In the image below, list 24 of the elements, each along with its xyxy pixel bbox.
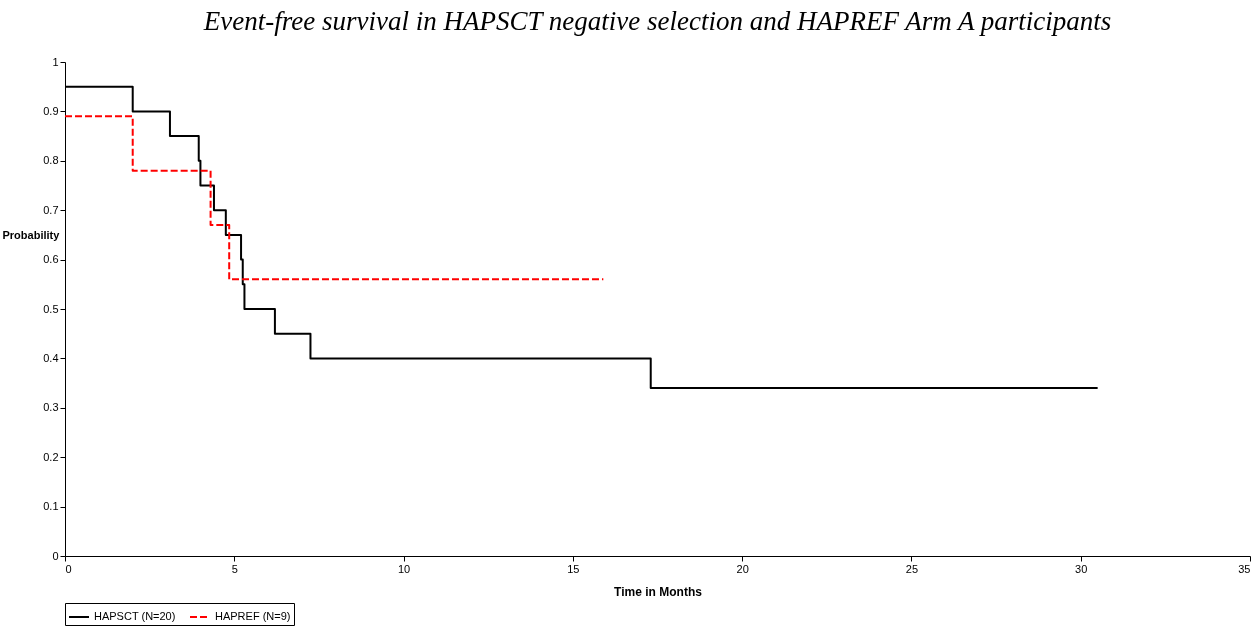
y-tick-label: 0.8 xyxy=(43,154,59,167)
x-tick-label: 30 xyxy=(1075,562,1088,575)
y-tick-label: 0.2 xyxy=(43,450,59,463)
y-tick-label: 0 xyxy=(52,549,59,562)
x-tick-label: 15 xyxy=(567,562,580,575)
y-tick-label: 0.9 xyxy=(43,104,59,117)
legend-label: HAPSCT (N=20) xyxy=(94,610,176,622)
y-tick-label: 0.5 xyxy=(43,302,59,315)
x-tick-label: 10 xyxy=(397,562,411,575)
x-tick-label: 35 xyxy=(1238,562,1251,575)
x-axis-title: Time in Months xyxy=(614,584,703,599)
y-tick-label: 0.1 xyxy=(43,500,59,513)
chart-title: Event-free survival in HAPSCT negative selection and HAPREF Arm A participants xyxy=(202,6,1112,36)
legend-label: HAPREF (N=9) xyxy=(215,610,291,622)
y-axis-title: Probability xyxy=(2,228,61,241)
y-tick-label: 0.6 xyxy=(43,253,59,266)
y-tick-label: 0.7 xyxy=(43,203,59,216)
x-tick-label: 5 xyxy=(231,562,238,575)
x-tick-label: 0 xyxy=(65,562,72,575)
y-tick-label: 0.4 xyxy=(43,351,59,364)
y-tick-label: 1 xyxy=(52,55,59,68)
y-tick-label: 0.3 xyxy=(43,401,59,414)
x-tick-label: 20 xyxy=(736,562,749,575)
x-tick-label: 25 xyxy=(905,562,919,575)
